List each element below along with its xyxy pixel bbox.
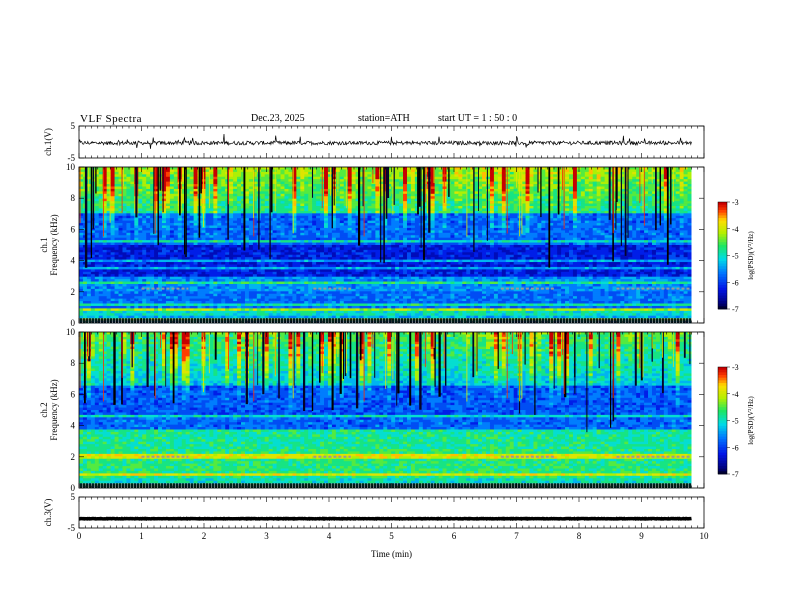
y-tick-label: 5 <box>71 492 76 502</box>
colorbar-tick-label: -7 <box>732 305 739 314</box>
colorbar-label: log(PSD)(V²/Hz) <box>747 396 755 445</box>
x-tick-label: 6 <box>452 531 457 541</box>
y-tick-label: 6 <box>71 224 76 234</box>
y-tick-label: -5 <box>68 523 76 533</box>
x-tick-label: 8 <box>577 531 582 541</box>
colorbar-tick-label: -3 <box>732 198 739 207</box>
ch2-frequency-ylabel: ch.2Frequency (kHz) <box>39 379 59 440</box>
y-tick-label: 6 <box>71 389 76 399</box>
colorbar-tick-label: -4 <box>732 225 739 234</box>
y-tick-label: 8 <box>71 358 76 368</box>
y-tick-label: 2 <box>71 287 76 297</box>
colorbar-tick-label: -6 <box>732 443 739 452</box>
x-tick-label: 10 <box>700 531 710 541</box>
chart-title: VLF Spectra <box>80 113 143 125</box>
colorbar-tick-label: -6 <box>732 278 739 287</box>
y-tick-label: 0 <box>71 483 76 493</box>
colorbar-tick-label: -5 <box>732 417 739 426</box>
station-label: station=ATH <box>358 113 410 124</box>
ch1-waveform-trace <box>78 133 692 149</box>
ch2-colorbar: log(PSD)(V²/Hz) <box>717 366 755 475</box>
x-tick-label: 5 <box>389 531 394 541</box>
colorbar-tick-label: -3 <box>732 363 739 372</box>
ch1-frequency-ylabel: ch.1Frequency (kHz) <box>39 214 59 275</box>
y-tick-label: 0 <box>71 318 76 328</box>
ch1-ylabel: ch.1(V) <box>43 128 53 156</box>
y-tick-label: 4 <box>71 421 76 431</box>
x-tick-label: 4 <box>327 531 332 541</box>
x-tick-label: 0 <box>77 531 82 541</box>
colorbar-tick-label: -7 <box>732 470 739 479</box>
x-axis-label: Time (min) <box>371 549 412 559</box>
y-tick-label: 8 <box>71 193 76 203</box>
x-tick-label: 7 <box>514 531 519 541</box>
colorbar-tick-label: -4 <box>732 390 739 399</box>
colorbar-tick-label: -5 <box>732 252 739 261</box>
date-label: Dec.23, 2025 <box>251 113 305 124</box>
x-tick-label: 1 <box>139 531 144 541</box>
x-tick-label: 9 <box>639 531 644 541</box>
y-tick-label: 10 <box>66 327 76 337</box>
ch3-ylabel: ch.3(V) <box>43 499 53 527</box>
y-tick-label: 10 <box>66 162 76 172</box>
x-tick-label: 2 <box>202 531 207 541</box>
y-tick-label: 4 <box>71 256 76 266</box>
colorbar-label: log(PSD)(V²/Hz) <box>747 231 755 280</box>
start-time-label: start UT = 1 : 50 : 0 <box>438 113 518 124</box>
x-tick-label: 3 <box>264 531 269 541</box>
y-tick-label: 2 <box>71 452 76 462</box>
y-tick-label: -5 <box>68 153 76 163</box>
ch1-colorbar: log(PSD)(V²/Hz) <box>717 201 755 310</box>
ch2-spectrogram <box>79 332 704 489</box>
ch1-spectrogram <box>79 167 704 324</box>
y-tick-label: 5 <box>71 121 76 131</box>
